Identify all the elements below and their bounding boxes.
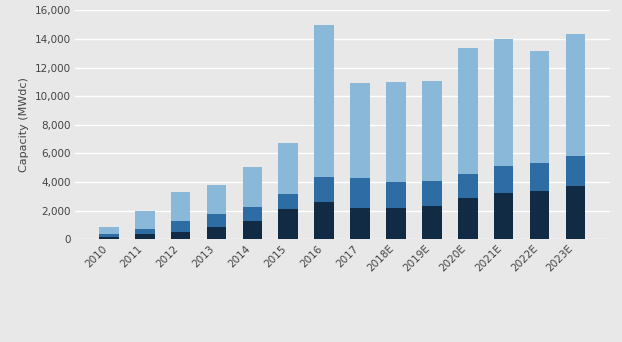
Bar [170, 192, 190, 222]
Bar [458, 48, 478, 173]
Bar [529, 163, 549, 192]
Bar [279, 143, 298, 194]
Bar [529, 192, 549, 239]
Bar [422, 81, 442, 181]
Bar [565, 186, 585, 239]
Bar [314, 25, 334, 177]
Bar [170, 222, 190, 232]
Bar [494, 193, 514, 239]
Bar [207, 185, 226, 214]
Bar [350, 208, 370, 239]
Bar [99, 234, 119, 237]
Y-axis label: Capacity (MWdc): Capacity (MWdc) [19, 77, 29, 172]
Bar [99, 227, 119, 234]
Bar [386, 208, 406, 239]
Bar [314, 202, 334, 239]
Bar [458, 173, 478, 198]
Bar [494, 166, 514, 193]
Bar [170, 232, 190, 239]
Bar [422, 181, 442, 206]
Bar [279, 194, 298, 209]
Bar [386, 182, 406, 208]
Bar [207, 227, 226, 239]
Bar [243, 167, 262, 207]
Bar [135, 234, 155, 239]
Bar [565, 34, 585, 156]
Bar [350, 178, 370, 208]
Bar [529, 51, 549, 163]
Bar [279, 209, 298, 239]
Bar [314, 177, 334, 202]
Bar [135, 229, 155, 234]
Bar [243, 207, 262, 221]
Bar [386, 82, 406, 182]
Bar [243, 221, 262, 239]
Bar [458, 198, 478, 239]
Bar [565, 156, 585, 186]
Bar [494, 39, 514, 166]
Legend: Residential, Non-Residential, Utility: Residential, Non-Residential, Utility [199, 341, 485, 342]
Bar [207, 214, 226, 227]
Bar [350, 83, 370, 178]
Bar [135, 211, 155, 229]
Bar [422, 206, 442, 239]
Bar [99, 237, 119, 239]
